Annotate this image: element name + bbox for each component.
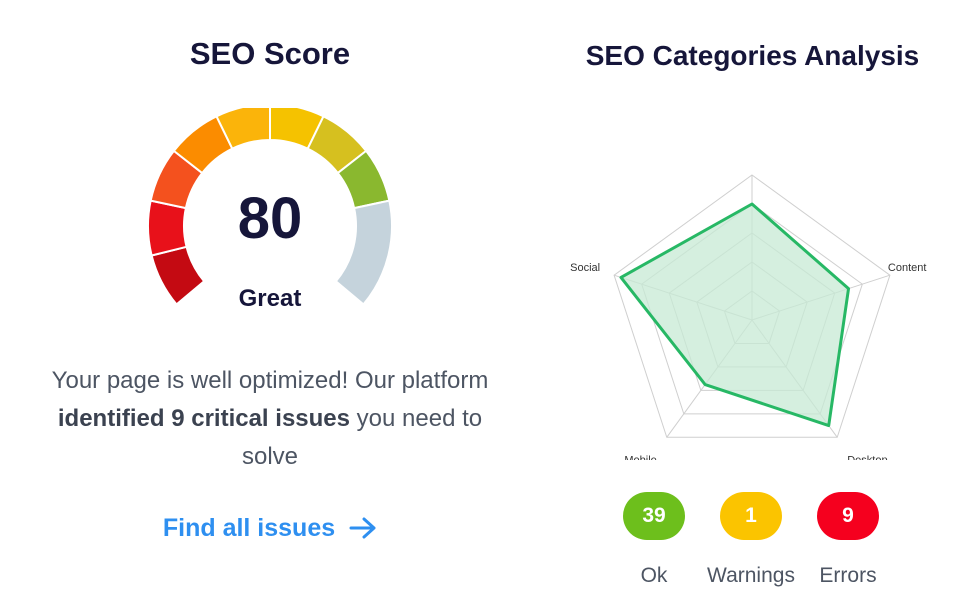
issue-badges: 39 Ok 1 Warnings 9 Errors: [540, 492, 965, 602]
seo-categories-title: SEO Categories Analysis: [585, 40, 920, 71]
seo-score-title: SEO Score: [189, 36, 351, 71]
score-description: Your page is well optimized! Our platfor…: [40, 362, 500, 476]
badge-errors[interactable]: 9 Errors: [798, 492, 898, 588]
radar-data-area: [619, 202, 851, 428]
description-bold: identified 9 critical issues: [57, 405, 350, 432]
badge-errors-label: Errors: [819, 564, 877, 587]
description-suffix: you need to solve: [241, 405, 483, 470]
gauge-remaining-segment: [334, 199, 393, 306]
radar-axis-label: Mobile: [624, 454, 656, 460]
radar-chart: BaseContentDesktopMobileSocial: [540, 150, 965, 460]
badge-errors-count: 9: [817, 492, 879, 540]
badge-warnings-label: Warnings: [707, 564, 795, 587]
score-rating: Great: [238, 285, 302, 312]
score-value: 80: [237, 186, 303, 251]
radar-axis-label: Social: [570, 262, 600, 274]
radar-chart-svg: BaseContentDesktopMobileSocial: [570, 174, 927, 460]
badge-warnings-count: 1: [720, 492, 782, 540]
radar-axis-label: Content: [888, 262, 927, 274]
badge-ok-label: Ok: [640, 564, 668, 587]
find-all-issues-label: Find all issues: [162, 513, 336, 542]
radar-axis-label: Desktop: [847, 454, 887, 460]
badge-ok[interactable]: 39 Ok: [604, 492, 704, 588]
description-prefix: Your page is well optimized! Our platfor…: [51, 367, 489, 394]
arrow-right-icon: [349, 517, 376, 539]
score-gauge-svg: [147, 108, 393, 306]
radar-grid-ring: [613, 174, 891, 438]
seo-categories-panel: SEO Categories Analysis BaseContentDeskt…: [540, 0, 965, 616]
badge-warnings[interactable]: 1 Warnings: [701, 492, 801, 588]
find-all-issues-link[interactable]: Find all issues: [150, 510, 390, 546]
seo-score-panel: SEO Score 80 Great Your page is well opt…: [40, 36, 500, 546]
score-gauge: [140, 108, 400, 308]
badge-ok-count: 39: [623, 492, 685, 540]
